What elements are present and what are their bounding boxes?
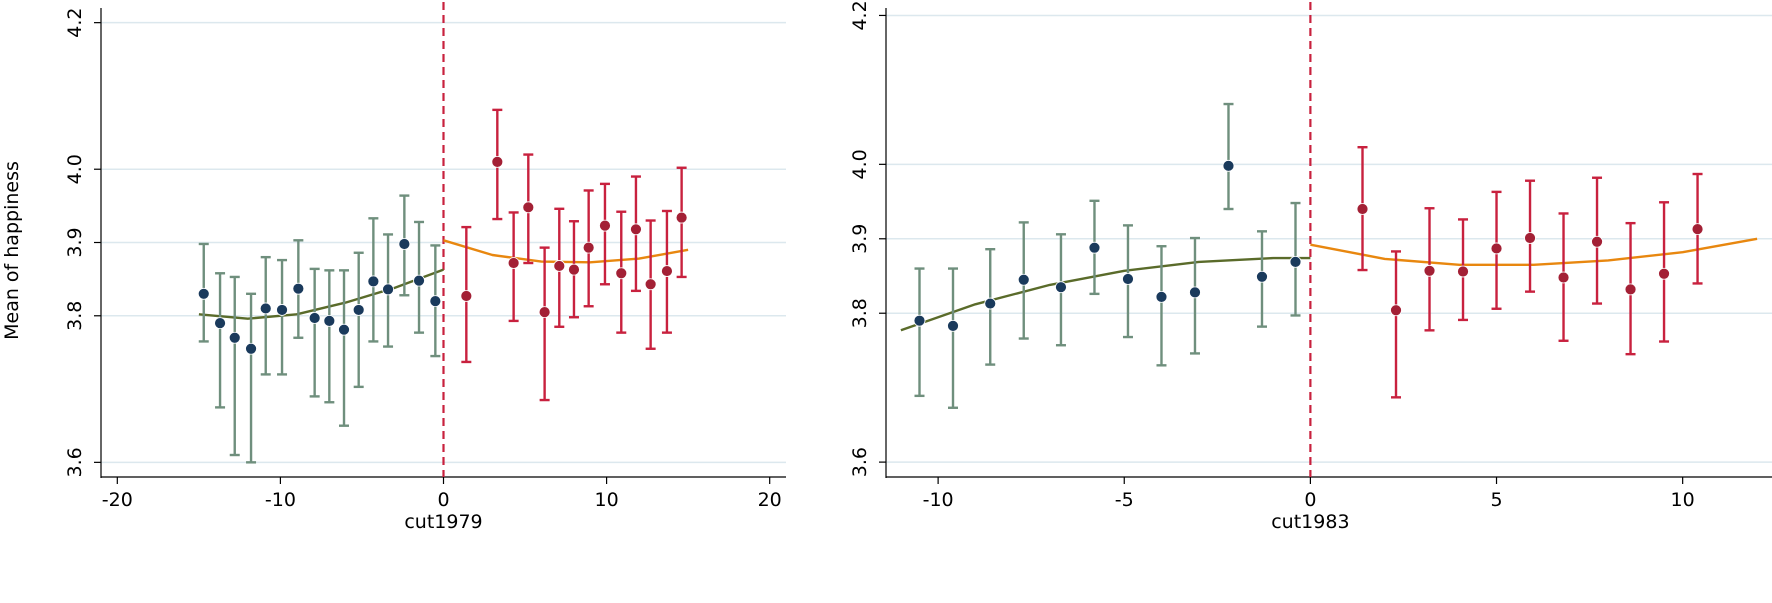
point-right-10 bbox=[1658, 267, 1670, 280]
point-right-7 bbox=[568, 263, 580, 276]
point-right-5 bbox=[1490, 242, 1503, 255]
chart-panel-2: 3.6 3.8 3.9 4.0 4.2 -10 -5 0 5 10 cut1983 bbox=[849, 0, 1772, 533]
x-tick-label-2: -10 bbox=[265, 489, 296, 511]
point-left-3 bbox=[984, 297, 997, 310]
point-right-11 bbox=[630, 223, 642, 236]
fit-curve-right bbox=[443, 239, 689, 264]
point-left-15 bbox=[413, 274, 425, 287]
point-left-5 bbox=[1055, 281, 1067, 294]
point-right-2 bbox=[1390, 304, 1402, 317]
fit-curve-left bbox=[900, 256, 1311, 332]
point-left-2 bbox=[947, 319, 959, 332]
x-axis-title: cut1983 bbox=[1271, 511, 1349, 533]
point-left-11 bbox=[1256, 270, 1268, 283]
x-tick-label-4: 5 bbox=[1490, 489, 1502, 511]
point-left-1 bbox=[197, 287, 210, 300]
y-tick-label-3: 3.9 bbox=[64, 227, 86, 257]
y-tick-label-1: 3.6 bbox=[849, 447, 871, 477]
point-right-11 bbox=[1691, 223, 1704, 236]
point-left-7 bbox=[1122, 273, 1134, 285]
point-right-9 bbox=[599, 219, 611, 232]
point-right-13 bbox=[661, 265, 673, 277]
point-right-10 bbox=[615, 267, 628, 280]
y-tick-label-2: 3.8 bbox=[64, 301, 86, 331]
x-tick-label-5: 20 bbox=[758, 489, 782, 511]
point-left-12 bbox=[367, 275, 380, 288]
point-right-4 bbox=[1457, 265, 1469, 278]
x-tick-label-1: -10 bbox=[923, 489, 954, 511]
point-left-8 bbox=[308, 312, 321, 324]
x-tick-label-5: 10 bbox=[1671, 489, 1695, 511]
x-tick-label-1: -20 bbox=[102, 489, 133, 511]
y-tick-label-5: 4.2 bbox=[64, 8, 86, 38]
point-left-3 bbox=[228, 331, 241, 344]
point-right-7 bbox=[1557, 271, 1570, 284]
point-right-2 bbox=[491, 155, 504, 168]
point-right-8 bbox=[582, 241, 595, 254]
y-axis-title: Mean of happiness bbox=[1, 161, 23, 340]
x-tick-label-4: 10 bbox=[595, 489, 619, 511]
point-left-6 bbox=[276, 304, 288, 316]
fit-curve-left bbox=[198, 268, 444, 320]
point-left-9 bbox=[323, 315, 336, 327]
point-right-1 bbox=[460, 290, 473, 302]
point-right-6 bbox=[1524, 232, 1536, 244]
y-tick-label-5: 4.2 bbox=[849, 0, 871, 30]
chart-panel-1: 3.6 3.8 3.9 4.0 4.2 -20 -10 0 10 20 cut1979 Mean of… bbox=[1, 2, 786, 533]
y-tick-label-3: 3.9 bbox=[849, 224, 871, 254]
point-left-6 bbox=[1088, 241, 1101, 254]
y-tick-label-4: 4.0 bbox=[849, 149, 871, 179]
point-right-9 bbox=[1624, 283, 1637, 296]
point-right-4 bbox=[522, 201, 535, 214]
point-left-10 bbox=[338, 323, 350, 336]
point-right-8 bbox=[1591, 235, 1603, 248]
point-left-9 bbox=[1189, 286, 1201, 299]
point-left-1 bbox=[913, 314, 926, 327]
point-left-13 bbox=[382, 283, 394, 296]
point-left-8 bbox=[1155, 290, 1168, 303]
fit-curve-right bbox=[1310, 237, 1758, 266]
point-left-14 bbox=[398, 238, 411, 250]
x-tick-label-3: 0 bbox=[437, 489, 449, 511]
point-right-3 bbox=[1423, 264, 1436, 277]
point-left-7 bbox=[292, 282, 305, 295]
series-left bbox=[900, 102, 1311, 409]
point-right-3 bbox=[507, 257, 520, 269]
series-left bbox=[197, 194, 444, 464]
x-tick-label-3: 0 bbox=[1304, 489, 1316, 511]
y-tick-label-2: 3.8 bbox=[849, 298, 871, 328]
point-left-10 bbox=[1222, 159, 1235, 172]
point-right-14 bbox=[675, 211, 688, 224]
point-left-4 bbox=[1017, 273, 1030, 286]
point-right-1 bbox=[1356, 203, 1369, 215]
series-right bbox=[1310, 146, 1758, 399]
point-left-4 bbox=[245, 342, 257, 355]
point-right-12 bbox=[644, 278, 657, 291]
point-left-12 bbox=[1289, 255, 1302, 268]
x-axis-title: cut1979 bbox=[404, 511, 482, 533]
point-left-5 bbox=[259, 302, 272, 315]
series-right bbox=[443, 108, 689, 402]
y-tick-label-1: 3.6 bbox=[64, 447, 86, 477]
y-tick-label-4: 4.0 bbox=[64, 154, 86, 184]
x-tick-label-2: -5 bbox=[1115, 489, 1134, 511]
point-right-5 bbox=[538, 306, 551, 319]
point-left-2 bbox=[214, 317, 226, 330]
point-left-16 bbox=[429, 295, 442, 308]
point-left-11 bbox=[352, 304, 365, 316]
point-right-6 bbox=[553, 260, 566, 272]
